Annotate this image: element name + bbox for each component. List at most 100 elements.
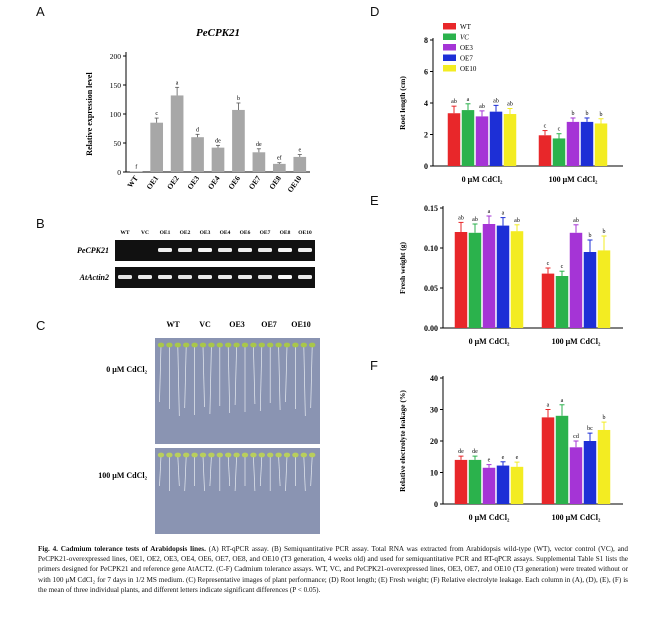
gel-band (218, 275, 232, 279)
chart-f-bar-oe7 (583, 441, 597, 504)
chart-f-y-tick-label: 0 (434, 500, 438, 509)
gel-background (115, 240, 315, 261)
seedling-leaves (300, 342, 307, 348)
chart-e-sig-letter: b (589, 233, 592, 239)
chart-e-y-tick-label: 0.10 (424, 244, 438, 253)
seedling-root (259, 345, 263, 412)
seedling-root (310, 455, 313, 487)
chart-a-x-tick-label: OE2 (165, 174, 181, 191)
chart-a-bar (293, 156, 307, 172)
seedling-leaves (309, 452, 316, 458)
chart-f-sig-letter: a (547, 403, 550, 409)
chart-f-y-tick-label: 20 (430, 437, 438, 446)
chart-d-sig-letter: b (572, 111, 575, 117)
photo-plate (155, 338, 320, 444)
chart-d-legend-label: OE3 (460, 44, 473, 52)
chart-d-legend-swatch-vc (443, 33, 456, 40)
seedling-root (285, 455, 288, 492)
photo-plate (155, 448, 320, 534)
gel-band (298, 248, 312, 252)
seedling-root (227, 345, 231, 414)
chart-a-y-tick-label: 200 (110, 52, 122, 61)
chart-e-fresh-weight: 0.00 0.05 0.10 0.15 Fresh weight (g) 0 μM CdC… (398, 204, 623, 346)
chart-e-sig-letter: c (547, 261, 550, 267)
chart-f-bar-oe10 (597, 429, 611, 504)
gel-panel-b: WT VC OE1 OE2 OE3 OE4 OE6 OE7 OE8 OE10 PeCPK21 AtAc… (77, 230, 315, 288)
chart-d-y-tick-label: 8 (424, 36, 428, 45)
seedling-root (209, 455, 212, 487)
seedling-root (253, 455, 256, 492)
chart-d-sig-letter: ab (493, 98, 499, 104)
chart-e-sig-letter: a (488, 209, 491, 215)
chart-e-bar-vc (555, 276, 569, 328)
chart-a-x-tick-label: OE6 (226, 174, 242, 191)
gel-band (218, 248, 232, 252)
chart-e-bar-oe7 (496, 225, 510, 328)
seedling-leaves (233, 342, 240, 348)
gel-lane-label: VC (141, 230, 149, 236)
chart-d-legend-label: OE7 (460, 55, 473, 63)
chart-f-group-label: 100 μM CdCl₂ (552, 513, 601, 522)
chart-d-bar-oe10 (503, 114, 517, 166)
chart-d-sig-letter: b (600, 112, 603, 118)
chart-d-sig-letter: a (467, 97, 470, 103)
seedling-leaves (283, 452, 291, 458)
photo-row-label: 100 μM CdCl₂ (98, 471, 147, 480)
seedling-leaves (267, 342, 274, 348)
chart-d-y-tick-label: 0 (424, 162, 428, 171)
chart-e-bar-wt (541, 273, 555, 328)
photo-column-label: OE3 (229, 320, 245, 329)
seedling-leaves (309, 342, 316, 348)
chart-a-x-tick-label: OE10 (286, 174, 304, 194)
photo-column-label: OE7 (261, 320, 277, 329)
gel-band (278, 275, 292, 279)
chart-d-bar-wt (447, 113, 461, 166)
chart-a-sig-letter: de (256, 142, 262, 148)
chart-d-bar-oe7 (489, 111, 503, 166)
chart-f-sig-letter: a (561, 398, 564, 404)
chart-d-bar-oe10 (594, 123, 608, 166)
seedling-root (253, 345, 256, 405)
panel-letter-a: A (36, 4, 45, 19)
gel-lane-label: OE1 (160, 230, 171, 236)
seedling-leaves (166, 342, 173, 348)
seedling-leaves (225, 342, 232, 348)
gel-band (258, 248, 272, 252)
photo-column-label: OE10 (291, 320, 311, 329)
gel-background (115, 267, 315, 288)
gel-band (198, 248, 212, 252)
panel-letter-f: F (370, 358, 378, 373)
chart-f-y-tick-label: 10 (430, 469, 438, 478)
gel-band (238, 275, 252, 279)
chart-e-y-label: Fresh weight (g) (398, 242, 407, 294)
chart-f-bar-oe10 (510, 466, 524, 504)
seedling-root (234, 455, 237, 492)
chart-e-bar-oe7 (583, 252, 597, 328)
chart-f-sig-letter: e (502, 455, 505, 461)
chart-d-sig-letter: ab (507, 102, 513, 108)
seedling-root (184, 345, 187, 409)
seedling-leaves (199, 342, 207, 348)
gel-band (118, 275, 132, 279)
chart-e-sig-letter: a (502, 211, 505, 217)
chart-e-group-label: 0 μM CdCl₂ (469, 337, 510, 346)
gel-lane-label: OE8 (280, 230, 291, 236)
seedling-leaves (283, 342, 291, 348)
chart-a-x-tick-label: OE4 (206, 174, 222, 191)
chart-a-x-tick-label: WT (125, 174, 140, 189)
seedling-root (159, 345, 162, 403)
seedling-leaves (208, 342, 215, 348)
chart-e-bar-vc (468, 232, 482, 328)
chart-d-legend-swatch-oe7 (443, 54, 456, 61)
gel-row-label: PeCPK21 (77, 246, 109, 255)
chart-d-group-label: 0 μM CdCl₂ (462, 175, 503, 184)
chart-a-sig-letter: c (155, 111, 158, 117)
chart-d-group-label: 100 μM CdCl₂ (549, 175, 598, 184)
chart-d-sig-letter: c (544, 124, 547, 130)
chart-f-bar-vc (555, 415, 569, 504)
seedling-leaves (157, 342, 165, 348)
chart-a-sig-letter: d (196, 127, 199, 133)
chart-a-y-tick-label: 0 (117, 168, 121, 177)
gel-row-label: AtActin2 (79, 273, 109, 282)
chart-d-y-tick-label: 6 (424, 68, 428, 77)
